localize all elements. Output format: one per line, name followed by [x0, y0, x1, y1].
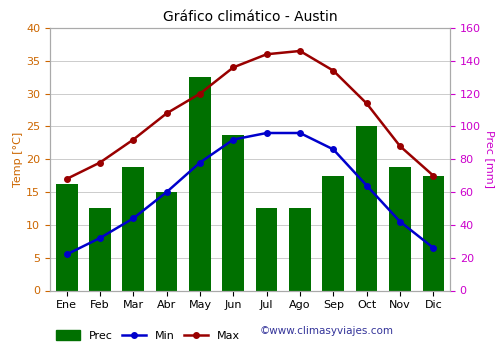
Bar	[156, 192, 178, 290]
Bar	[89, 209, 111, 290]
Title: Gráfico climático - Austin: Gráfico climático - Austin	[162, 10, 338, 24]
Legend: Prec, Min, Max: Prec, Min, Max	[56, 330, 240, 341]
Bar	[189, 77, 211, 290]
Bar	[356, 126, 378, 290]
Bar	[256, 209, 278, 290]
Bar	[389, 167, 411, 290]
Bar	[56, 184, 78, 290]
Bar	[322, 176, 344, 290]
Bar	[222, 135, 244, 290]
Bar	[122, 167, 144, 290]
Bar	[289, 209, 311, 290]
Text: ©www.climasyviajes.com: ©www.climasyviajes.com	[260, 326, 394, 336]
Bar	[422, 176, 444, 290]
Y-axis label: Prec [mm]: Prec [mm]	[484, 130, 494, 188]
Y-axis label: Temp [°C]: Temp [°C]	[14, 132, 24, 187]
